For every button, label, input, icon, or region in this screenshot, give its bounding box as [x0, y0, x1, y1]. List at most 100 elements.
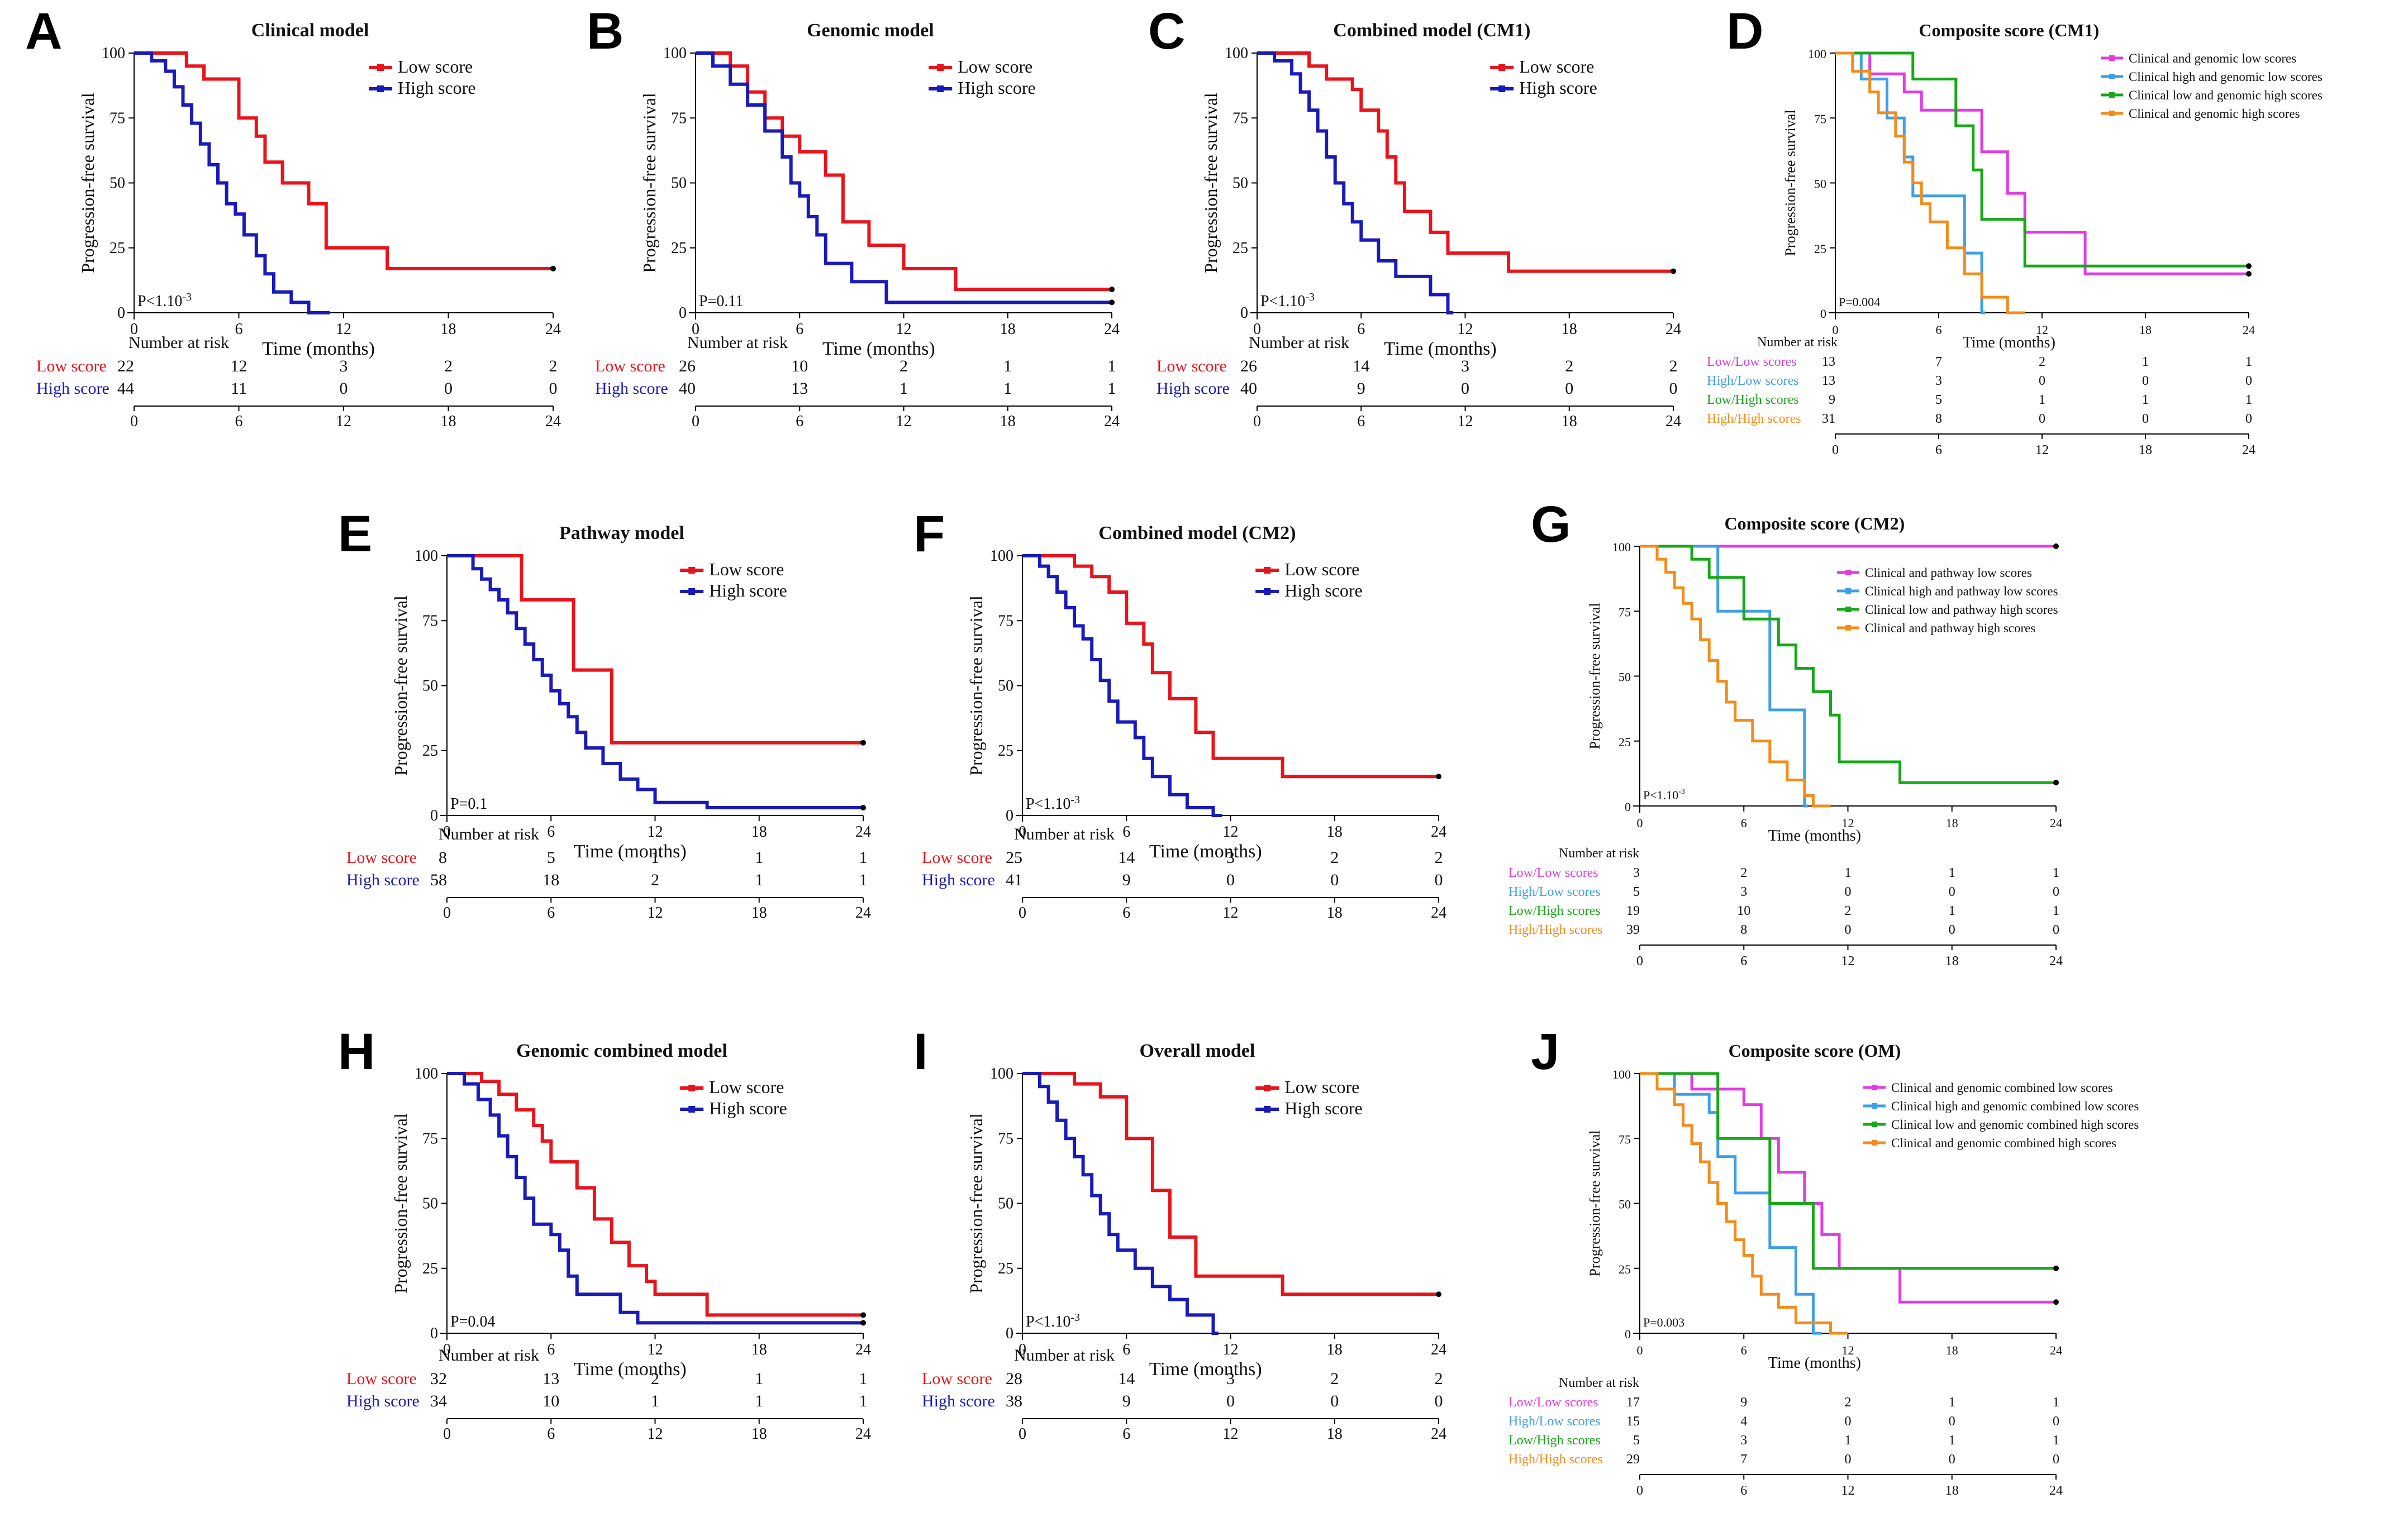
risk-count: 1	[859, 848, 868, 867]
x-axis-label: Time (months)	[1384, 338, 1497, 359]
y-tick-label: 100	[1612, 540, 1631, 554]
risk-count: 0	[2053, 923, 2059, 937]
x-tick-label: 24	[1665, 321, 1681, 338]
legend-label: Clinical and pathway high scores	[1865, 621, 2035, 635]
x-tick-label: 18	[1946, 1343, 1958, 1357]
risk-axis-label: 0	[443, 904, 451, 922]
y-tick-label: 100	[663, 45, 687, 62]
legend-marker	[1845, 570, 1851, 575]
risk-count: 1	[2053, 1395, 2059, 1410]
risk-count: 1	[1949, 1433, 1955, 1448]
risk-axis-label: 0	[1636, 954, 1643, 969]
risk-axis-label: 18	[1327, 904, 1343, 922]
chart-title: Overall model	[1140, 1041, 1255, 1061]
risk-axis-label: 12	[1223, 904, 1239, 922]
y-tick-label: 100	[415, 547, 438, 565]
risk-row-label: Low/High scores	[1707, 393, 1799, 407]
x-axis-label: Time (months)	[574, 841, 687, 862]
x-tick-label: 24	[1431, 823, 1446, 841]
survival-curve-red	[696, 51, 1112, 292]
risk-count: 2	[444, 357, 453, 375]
risk-row-label: High/Low scores	[1707, 374, 1799, 388]
risk-count: 2	[549, 357, 558, 375]
survival-curve-orange	[1640, 1072, 1848, 1335]
legend-label: High score	[709, 580, 787, 600]
risk-count: 1	[755, 871, 763, 889]
legend-marker	[688, 1106, 696, 1113]
legend-label: Low score	[1519, 56, 1594, 77]
legend-label: High score	[398, 78, 476, 98]
risk-count: 34	[430, 1392, 447, 1410]
y-axis-label: Progression-free survival	[639, 93, 659, 273]
risk-row-label: Low score	[346, 1370, 417, 1388]
legend-label: Clinical and pathway low scores	[1865, 566, 2032, 580]
x-tick-label: 12	[1223, 1341, 1239, 1358]
risk-axis-label: 24	[1431, 1425, 1446, 1443]
y-tick-label: 100	[102, 45, 125, 62]
y-axis-label: Progression-free survival	[391, 1113, 411, 1294]
legend-marker	[2109, 74, 2115, 79]
y-tick-label: 50	[1619, 1198, 1631, 1211]
chart-title: Genomic model	[807, 20, 934, 41]
y-tick-label: 75	[422, 612, 438, 629]
risk-count: 2	[2039, 355, 2045, 369]
y-tick-label: 50	[422, 678, 438, 695]
risk-axis-label: 0	[130, 413, 138, 430]
risk-row-label: Low score	[922, 1370, 992, 1388]
risk-axis-label: 24	[1431, 904, 1446, 922]
risk-count: 2	[1435, 1370, 1443, 1388]
y-tick-label: 0	[430, 1325, 438, 1342]
panel-label: I	[913, 1023, 928, 1080]
censor-mark	[1109, 287, 1115, 293]
y-tick-label: 75	[1619, 605, 1631, 619]
risk-row-label: Low score	[36, 357, 107, 375]
y-tick-label: 50	[998, 1195, 1013, 1213]
risk-count: 0	[1845, 923, 1852, 937]
risk-count: 1	[1108, 357, 1116, 375]
legend-marker	[1845, 588, 1851, 594]
censor-mark	[2053, 1265, 2059, 1271]
survival-curve-magenta	[1835, 51, 2249, 275]
censor-mark	[860, 740, 866, 746]
legend-label: Clinical high and genomic combined low s…	[1891, 1099, 2139, 1113]
legend-label: High score	[1284, 1098, 1363, 1118]
x-axis-label: Time (months)	[1768, 1354, 1861, 1372]
risk-axis-label: 24	[1665, 413, 1681, 430]
risk-axis-label: 12	[1223, 1425, 1239, 1443]
risk-count: 1	[2039, 393, 2045, 407]
x-tick-label: 0	[130, 321, 138, 338]
chart-title: Composite score (CM2)	[1724, 513, 1905, 533]
x-tick-label: 0	[1833, 323, 1839, 337]
x-tick-label: 6	[1741, 1343, 1747, 1357]
risk-count: 8	[439, 848, 447, 867]
y-tick-label: 50	[1232, 175, 1248, 192]
survival-curve-blue	[1257, 51, 1453, 314]
risk-axis-label: 6	[1122, 904, 1130, 922]
risk-count: 12	[231, 357, 248, 375]
p-value-exponent: -3	[1678, 788, 1685, 796]
x-tick-label: 0	[1019, 1341, 1026, 1358]
risk-table-title: Number at risk	[129, 333, 229, 352]
x-tick-label: 24	[855, 1341, 871, 1358]
risk-table-title: Number at risk	[1757, 335, 1838, 350]
chart-title: Pathway model	[559, 523, 684, 543]
risk-count: 9	[1357, 379, 1365, 398]
y-tick-label: 50	[1814, 177, 1826, 191]
risk-axis-label: 6	[235, 413, 243, 430]
legend-marker	[1264, 567, 1271, 574]
y-tick-label: 0	[1006, 807, 1013, 824]
x-tick-label: 12	[1842, 1343, 1854, 1357]
risk-count: 1	[1003, 379, 1012, 398]
risk-row-label: High/Low scores	[1508, 885, 1601, 899]
risk-count: 0	[1565, 379, 1573, 398]
y-tick-label: 100	[1225, 45, 1248, 62]
y-tick-label: 0	[679, 304, 687, 322]
panel-label: B	[587, 3, 624, 60]
censor-mark	[2053, 1299, 2059, 1305]
risk-count: 3	[1633, 866, 1640, 880]
p-value: P=0.1	[450, 795, 487, 813]
risk-count: 22	[117, 357, 134, 375]
x-tick-label: 24	[2050, 816, 2062, 830]
panel-label: E	[338, 505, 372, 562]
